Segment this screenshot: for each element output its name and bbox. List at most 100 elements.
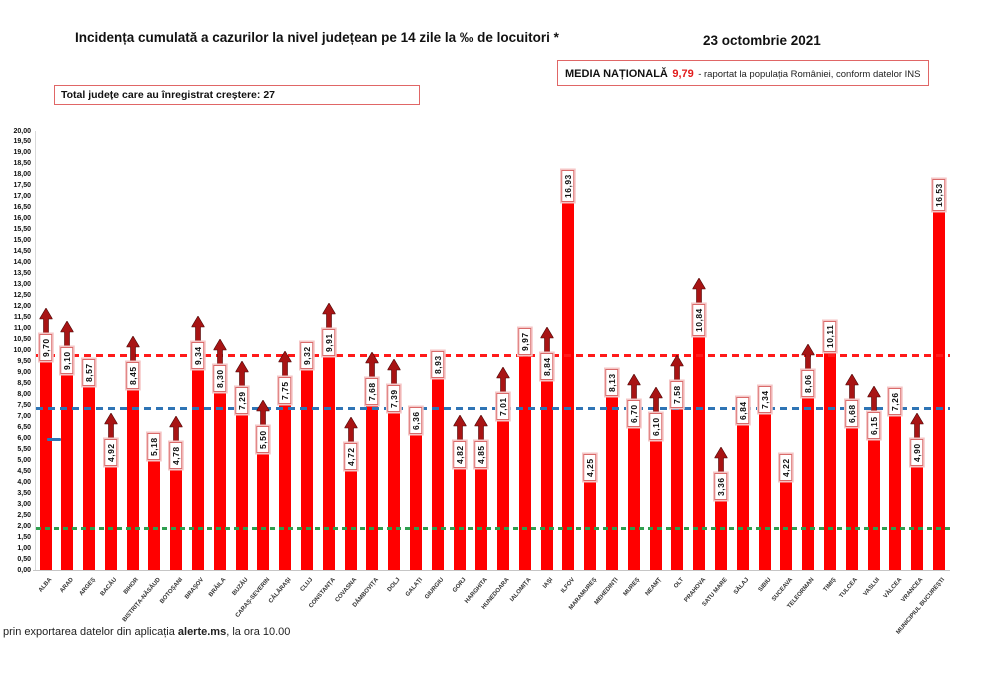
y-tick-label: 19,50 xyxy=(13,138,31,146)
report-date: 23 octombrie 2021 xyxy=(703,33,821,48)
value-label-text: 8,84 xyxy=(540,353,553,380)
bar-salaj xyxy=(736,419,749,570)
y-tick-label: 8,00 xyxy=(17,390,31,398)
value-label-text: 7,68 xyxy=(366,378,379,406)
bar-teleorman xyxy=(802,393,815,570)
value-label-cluj: 9,32 xyxy=(300,342,314,370)
y-axis-line xyxy=(35,131,36,570)
value-label-sibiu: 7,34 xyxy=(758,386,771,413)
value-label-alba: 9,70 xyxy=(39,334,52,362)
value-label-text: 4,78 xyxy=(169,442,183,470)
reference-green-line xyxy=(36,526,950,530)
y-tick-label: 13,00 xyxy=(13,281,31,289)
x-tick-label-alba: ALBA xyxy=(37,577,54,594)
y-tick-label: 15,50 xyxy=(13,226,31,234)
value-label-text: 6,70 xyxy=(627,400,641,427)
bar-sibiu xyxy=(758,408,771,570)
y-tick-label: 5,50 xyxy=(17,445,31,453)
value-label-text: 16,53 xyxy=(932,179,946,212)
value-label-calarasi: 7,75 xyxy=(278,377,292,404)
value-label-salaj: 6,84 xyxy=(736,397,750,424)
value-label-text: 8,57 xyxy=(82,359,96,386)
y-tick-label: 6,50 xyxy=(17,423,31,431)
x-tick-label-suceava: SUCEAVA xyxy=(771,577,794,603)
value-label-text: 9,91 xyxy=(322,329,336,357)
bar-botosani xyxy=(170,465,183,570)
bar-cluj xyxy=(300,365,313,570)
bar-timis xyxy=(823,348,836,570)
x-tick-label-valcea: VÂLCEA xyxy=(882,577,903,600)
x-tick-label-vaslui: VASLUI xyxy=(862,577,882,598)
value-label-text: 4,92 xyxy=(104,439,118,466)
value-label-text: 8,45 xyxy=(126,361,139,389)
national-average-box: MEDIA NAȚIONALĂ 9,79 - raportat la popul… xyxy=(557,60,929,86)
value-label-text: 7,39 xyxy=(387,385,401,412)
bar-vrancea xyxy=(911,462,924,570)
value-label-text: 7,75 xyxy=(278,377,292,404)
bar-mures xyxy=(627,422,640,570)
y-tick-label: 1,00 xyxy=(17,544,31,552)
bar-gorj xyxy=(453,464,466,570)
y-tick-label: 11,00 xyxy=(13,325,31,333)
value-label-ilfov: 16,93 xyxy=(562,170,575,203)
y-tick-label: 2,00 xyxy=(17,522,31,530)
y-tick-label: 17,50 xyxy=(13,182,31,190)
value-label-gorj: 4,82 xyxy=(453,441,466,469)
x-tick-label-neamt: NEAMȚ xyxy=(644,577,664,598)
value-label-brasov: 9,34 xyxy=(191,342,205,369)
x-tick-label-cluj: CLUJ xyxy=(299,577,315,593)
y-tick-label: 15,00 xyxy=(13,237,31,245)
y-tick-label: 4,50 xyxy=(17,467,31,475)
value-label-giurgiu: 8,93 xyxy=(431,351,444,378)
y-tick-label: 9,00 xyxy=(17,368,31,376)
y-tick-label: 14,00 xyxy=(13,259,31,267)
value-label-text: 7,58 xyxy=(671,381,684,408)
bar-braila xyxy=(213,387,226,570)
growth-counties-box: Total județe care au înregistrat creșter… xyxy=(54,85,420,105)
x-tick-label-botosani: BOTOȘANI xyxy=(158,577,184,606)
export-note-prefix: prin exportarea datelor din aplicația xyxy=(3,626,178,638)
value-label-text: 3,36 xyxy=(714,473,728,501)
y-tick-label: 10,50 xyxy=(13,336,31,344)
value-label-text: 8,06 xyxy=(801,370,815,398)
bar-iasi xyxy=(540,375,553,570)
value-label-iasi: 8,84 xyxy=(540,353,553,380)
bar-bistrita-nasaud xyxy=(148,456,161,570)
x-tick-label-bihor: BIHOR xyxy=(123,577,141,596)
value-label-text: 6,84 xyxy=(736,397,750,424)
value-label-caras-severin: 5,50 xyxy=(257,426,270,454)
value-label-text: 10,84 xyxy=(692,304,706,337)
value-label-harghita: 4,85 xyxy=(475,440,488,468)
x-tick-label-iasi: IAȘI xyxy=(542,577,555,590)
value-label-text: 10,11 xyxy=(823,320,837,353)
value-label-vrancea: 4,90 xyxy=(910,439,924,467)
y-tick-label: 3,50 xyxy=(17,489,31,497)
y-tick-label: 20,00 xyxy=(13,127,31,135)
value-label-text: 7,26 xyxy=(889,388,902,415)
value-label-covasna: 4,72 xyxy=(344,443,357,471)
value-label-constanta: 9,91 xyxy=(322,329,336,357)
x-tick-label-sibiu: SIBIU xyxy=(757,577,773,594)
value-label-text: 4,25 xyxy=(584,454,597,481)
bar-ilfov xyxy=(562,198,575,570)
y-tick-label: 16,00 xyxy=(13,215,31,223)
x-tick-label-salaj: SĂLAJ xyxy=(733,577,751,596)
x-tick-label-braila: BRĂILA xyxy=(208,577,228,599)
value-label-text: 6,10 xyxy=(649,413,662,441)
value-label-valcea: 7,26 xyxy=(889,388,902,415)
value-label-dolj: 7,39 xyxy=(387,385,401,412)
value-label-text: 9,32 xyxy=(300,342,314,370)
value-label-text: 6,36 xyxy=(409,407,423,435)
y-tick-label: 18,00 xyxy=(13,171,31,179)
bar-giurgiu xyxy=(431,373,444,570)
x-tick-label-mures: MUREȘ xyxy=(622,577,642,598)
y-tick-label: 17,00 xyxy=(13,193,31,201)
y-tick-label: 14,50 xyxy=(13,248,31,256)
x-tick-label-municipiul-bucuresti: MUNICIPIUL BUCUREȘTI xyxy=(895,577,947,636)
value-label-text: 4,85 xyxy=(475,440,488,468)
bar-alba xyxy=(39,357,52,570)
bar-municipiul-bucuresti xyxy=(932,207,945,570)
value-label-text: 16,93 xyxy=(562,170,575,203)
national-average-label: MEDIA NAȚIONALĂ xyxy=(565,68,668,80)
bar-galati xyxy=(409,430,422,570)
